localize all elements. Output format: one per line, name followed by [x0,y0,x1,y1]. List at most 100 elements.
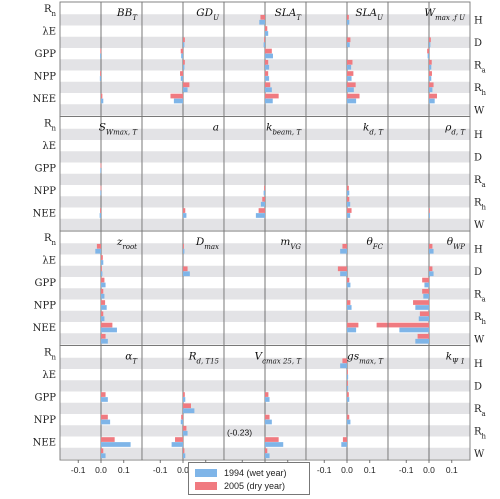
panel-20 [387,345,471,461]
bar-dry-λE [347,369,348,375]
bar-wet-NEE [265,98,273,104]
panel-title: αT [125,351,138,366]
right-label: Rh [474,312,487,326]
bar-dry-D [347,380,348,386]
bar-wet-Rh [429,87,433,93]
bar-dry-D [337,266,347,272]
panel-title: Wmax ,f U [424,7,466,22]
legend-label-dry: 2005 (dry year) [224,480,286,491]
left-label: NEE [33,438,56,449]
bar-wet-H [340,363,347,369]
bar-dry-GPP [265,48,272,54]
bar-wet-Rh [260,201,265,207]
left-label: NPP [34,72,56,83]
bar-wet-Rh [347,201,351,207]
bar-wet-NEE [183,213,187,218]
panel-title: θWP [447,236,466,251]
bar-dry-Ra [429,59,432,65]
left-label: NPP [34,186,56,197]
bar-dry-NEE [342,437,347,442]
bar-wet-NEE [99,213,101,218]
bar-wet-W [415,338,429,344]
right-label: H [474,130,483,141]
bar-dry-NPP [265,414,270,420]
bar-wet-NEE [255,213,265,218]
bar-dry-NPP [347,300,351,305]
bar-wet-GPP [265,397,270,402]
bar-wet-Rh [183,430,188,436]
panel-17 [141,345,225,461]
bar-dry-Ra [183,59,185,65]
bar-wet-W [265,453,270,459]
bar-wet-D [347,42,350,48]
bar-wet-D [183,42,185,48]
bar-dry-D [101,266,102,272]
bar-dry-Rh [183,82,190,88]
bar-wet-NPP [347,419,351,425]
bar-wet-Ra [183,408,195,414]
right-label: H [474,15,483,26]
bar-dry-H [429,243,433,249]
bar-dry-NEE [101,437,115,442]
left-label: λE [42,27,56,38]
bar-wet-D [347,385,349,391]
bar-dry-NEE [175,437,183,442]
right-label: H [474,359,483,370]
bar-dry-Rh [347,196,350,202]
bar-wet-Ra [101,293,105,299]
panel-title: Rd, T15 [188,351,220,366]
bar-dry-NPP [265,71,269,76]
bar-wet-NEE [429,213,430,218]
panel-title: SLAT [275,7,303,22]
right-label: W [474,334,485,345]
bar-dry-NEE [265,93,279,99]
x-tick-label: 0.0 [95,465,107,475]
right-label: D [474,152,482,163]
bar-wet-NPP [100,190,102,196]
bar-dry-NPP [180,71,183,76]
bar-wet-Rh [418,316,429,322]
left-label: NEE [33,323,56,334]
panel-title: mVG [280,236,301,251]
bar-wet-Ra [429,64,432,70]
bar-wet-NPP [180,419,183,425]
right-label: Ra [474,289,486,303]
bar-wet-NEE [171,442,183,447]
bar-wet-NEE [347,213,351,218]
bar-dry-D [183,37,185,43]
bar-dry-Ra [265,59,269,65]
x-tick-label: 0.0 [177,465,189,475]
left-label: λE [42,370,56,381]
bar-dry-GPP [427,48,429,54]
bar-dry-H [96,243,101,249]
panel-title: a [213,122,219,134]
bar-wet-Rh [347,87,354,93]
right-label: W [474,449,485,460]
bar-wet-NPP [265,419,272,425]
bar-wet-Ra [265,64,270,70]
bar-dry-NPP [429,71,432,76]
bar-dry-GPP [347,277,350,283]
bar-wet-NEE [341,442,347,447]
bar-wet-NEE [265,442,284,447]
left-label: GPP [35,49,57,60]
bar-dry-NEE [347,322,359,328]
bar-dry-Rh [101,311,104,317]
bar-dry-D [183,266,188,272]
right-label: D [474,381,482,392]
bar-dry-GPP [101,392,106,397]
panel-title: ρd, T [444,122,466,137]
bar-wet-NPP [347,76,352,81]
bar-dry-W [265,448,268,454]
left-label: GPP [35,393,57,404]
bar-wet-Rh [101,316,105,322]
panel-title: θFC [366,236,383,251]
bar-wet-NPP [415,305,429,310]
bar-dry-H [260,14,265,20]
bar-wet-GPP [265,53,273,59]
panel-title: Vcmax 25, T [254,351,302,366]
bar-dry-NPP [413,300,429,305]
panel-title: GDU [196,7,220,22]
right-label: W [474,220,485,231]
bar-dry-H [183,243,184,249]
